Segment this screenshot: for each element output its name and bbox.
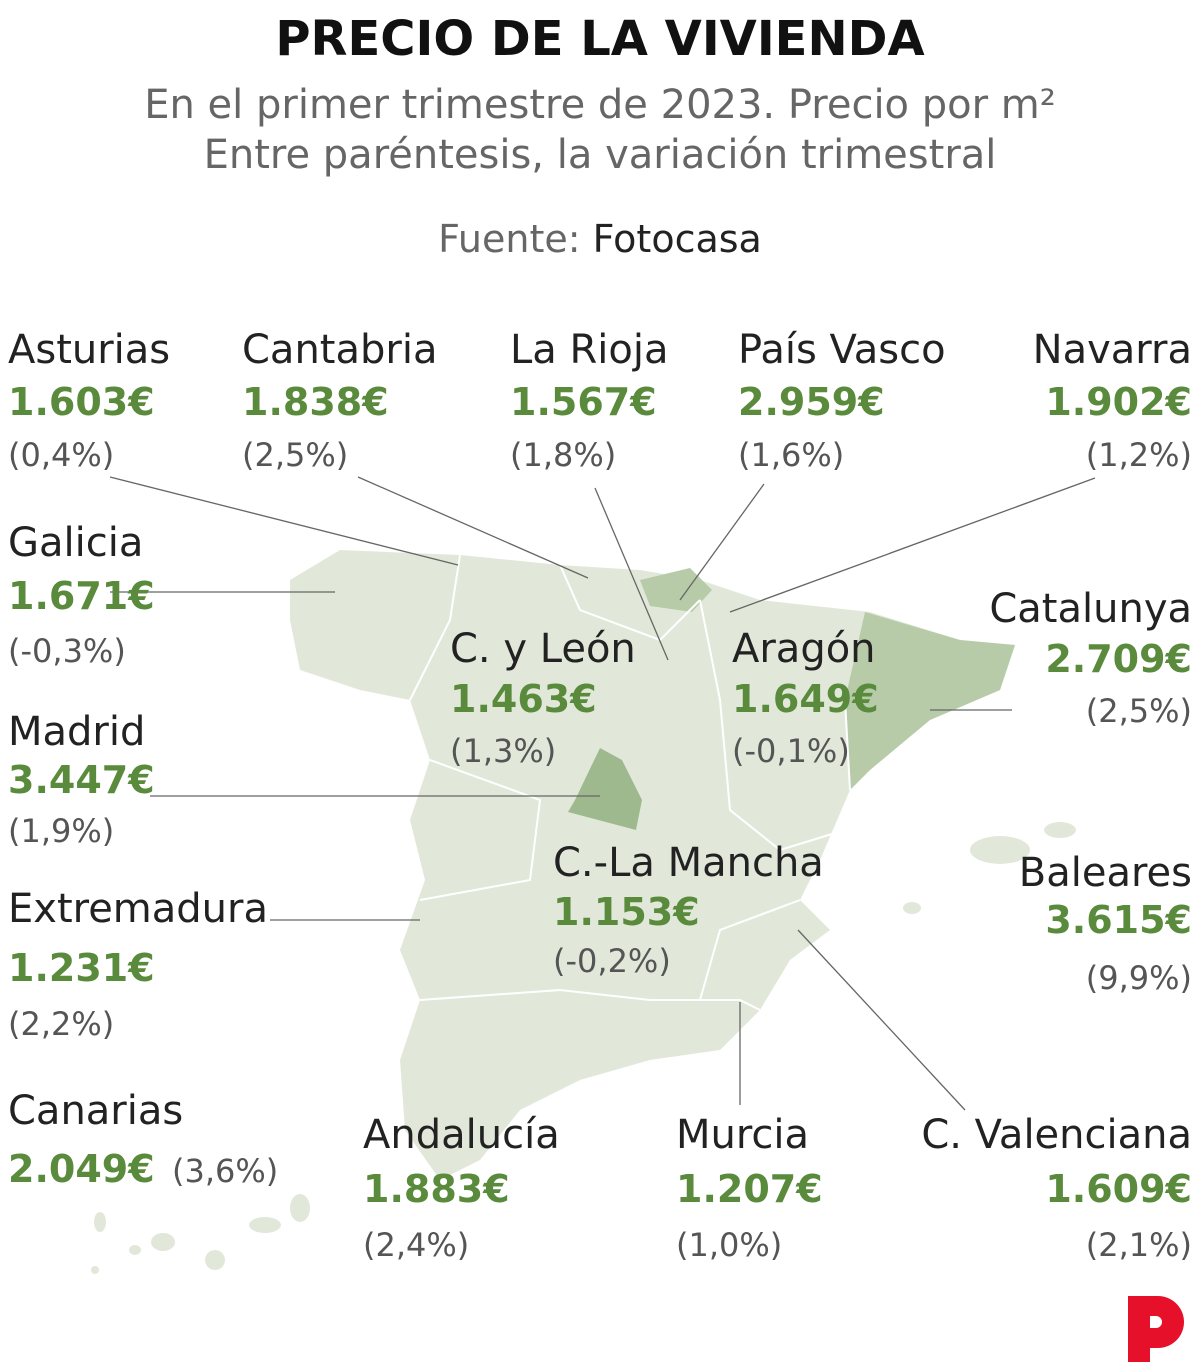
region-name: C. y León bbox=[450, 626, 636, 672]
source-name: Fotocasa bbox=[593, 217, 762, 261]
source-label: Fuente: bbox=[438, 217, 580, 261]
region-change: (-0,3%) bbox=[8, 632, 126, 670]
canarias-shapes bbox=[91, 1194, 310, 1274]
subtitle: En el primer trimestre de 2023. Precio p… bbox=[144, 82, 1056, 128]
region-name: Navarra bbox=[1033, 327, 1192, 373]
region-name: Baleares bbox=[1019, 850, 1192, 896]
region-name: Galicia bbox=[8, 520, 143, 566]
region-price: 1.883€ bbox=[363, 1167, 510, 1211]
region-change: (-0,1%) bbox=[732, 732, 850, 770]
region-price: 2.959€ bbox=[738, 380, 885, 424]
region-change: (3,6%) bbox=[172, 1152, 278, 1190]
leader-lines bbox=[109, 476, 1096, 1111]
map bbox=[91, 550, 1076, 1274]
region-price: 3.615€ bbox=[1045, 898, 1192, 942]
region-change: (2,1%) bbox=[1086, 1226, 1192, 1264]
region-name: Cantabria bbox=[242, 327, 437, 373]
region-name: Madrid bbox=[8, 709, 145, 755]
region-labels: Asturias 1.603€ (0,4%) Cantabria 1.838€ (2,5%… bbox=[8, 327, 1192, 1264]
region-catalunya bbox=[845, 612, 1015, 790]
region-name: La Rioja bbox=[510, 327, 669, 373]
region-price: 2.709€ bbox=[1045, 637, 1192, 681]
region-name: Catalunya bbox=[989, 586, 1192, 632]
region-price: 1.671€ bbox=[8, 574, 155, 618]
region-borders bbox=[409, 554, 851, 1011]
region-price: 3.447€ bbox=[8, 758, 155, 802]
region-change: (-0,2%) bbox=[553, 942, 671, 980]
subtitle: Entre paréntesis, la variación trimestra… bbox=[204, 132, 997, 178]
logo bbox=[1128, 1296, 1184, 1362]
region-price: 1.902€ bbox=[1045, 380, 1192, 424]
region-change: (1,6%) bbox=[738, 436, 844, 474]
region-name: Andalucía bbox=[363, 1112, 560, 1158]
region-change: (2,5%) bbox=[1086, 692, 1192, 730]
baleares-shapes bbox=[903, 822, 1076, 914]
region-name: País Vasco bbox=[738, 327, 946, 373]
region-pais-vasco bbox=[640, 568, 712, 612]
region-name: Extremadura bbox=[8, 886, 268, 932]
region-price: 1.609€ bbox=[1045, 1167, 1192, 1211]
region-price: 1.231€ bbox=[8, 946, 155, 990]
region-name: C.-La Mancha bbox=[553, 840, 824, 886]
region-change: (9,9%) bbox=[1086, 959, 1192, 997]
region-change: (1,8%) bbox=[510, 436, 616, 474]
region-madrid bbox=[568, 748, 642, 830]
region-change: (2,2%) bbox=[8, 1005, 114, 1043]
region-change: (1,0%) bbox=[676, 1226, 782, 1264]
region-name: Asturias bbox=[8, 327, 170, 373]
region-price: 1.567€ bbox=[510, 380, 657, 424]
region-change: (0,4%) bbox=[8, 436, 114, 474]
region-price: 1.838€ bbox=[242, 380, 389, 424]
title: PRECIO DE LA VIVIENDA bbox=[275, 11, 924, 67]
region-price: 1.649€ bbox=[732, 677, 879, 721]
region-name: Aragón bbox=[732, 626, 876, 672]
source: Fuente: Fotocasa bbox=[438, 217, 762, 261]
region-change: (2,5%) bbox=[242, 436, 348, 474]
region-price: 1.153€ bbox=[553, 890, 700, 934]
region-price: 2.049€ bbox=[8, 1147, 155, 1191]
region-change: (1,9%) bbox=[8, 812, 114, 850]
region-change: (2,4%) bbox=[363, 1226, 469, 1264]
region-price: 1.207€ bbox=[676, 1167, 823, 1211]
region-price: 1.603€ bbox=[8, 380, 155, 424]
region-change: (1,2%) bbox=[1086, 436, 1192, 474]
region-name: Murcia bbox=[676, 1112, 809, 1158]
region-change: (1,3%) bbox=[450, 732, 556, 770]
region-price: 1.463€ bbox=[450, 677, 597, 721]
spain-mainland bbox=[290, 550, 1015, 1180]
region-name: C. Valenciana bbox=[921, 1112, 1192, 1158]
region-name: Canarias bbox=[8, 1088, 183, 1134]
